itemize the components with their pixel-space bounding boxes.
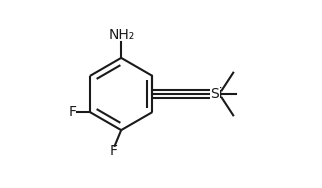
Text: F: F: [69, 105, 77, 119]
Text: F: F: [109, 144, 118, 158]
Text: Si: Si: [210, 87, 223, 101]
Text: NH₂: NH₂: [109, 28, 135, 42]
